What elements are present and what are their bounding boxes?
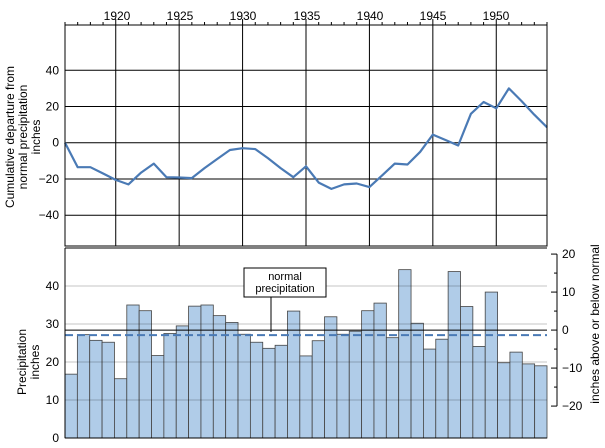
precipitation-bar bbox=[336, 333, 350, 439]
precipitation-bar bbox=[200, 304, 214, 439]
top-axis-year-label: 1930 bbox=[230, 9, 257, 23]
precipitation-bar bbox=[212, 315, 227, 439]
precipitation-bar bbox=[274, 344, 288, 439]
right-y-axis-title: inches above or below normal bbox=[588, 244, 602, 403]
precipitation-bars bbox=[64, 269, 548, 439]
right-y-tick-label: −10 bbox=[562, 361, 583, 375]
precipitation-bar bbox=[225, 322, 239, 439]
precipitation-bar bbox=[447, 271, 461, 439]
lower-y-tick-label: 40 bbox=[46, 279, 60, 293]
precipitation-bar bbox=[484, 291, 498, 439]
lower-y-axis-title-line-1: Precipitation bbox=[15, 329, 29, 395]
precipitation-bar bbox=[521, 363, 536, 439]
precipitation-bar bbox=[534, 365, 548, 439]
top-axis-year-label: 1950 bbox=[483, 9, 510, 23]
precipitation-bar bbox=[311, 340, 325, 439]
lower-y-axis-title-line-2: inches bbox=[28, 345, 42, 380]
cumulative-departure-panel: 40 20 0 −20 −40 Cumulative departure fro… bbox=[3, 24, 548, 247]
upper-panel-frame bbox=[64, 24, 548, 247]
precipitation-bar bbox=[497, 362, 511, 439]
upper-y-tick-label: 40 bbox=[46, 63, 60, 77]
lower-y-tick-label: 20 bbox=[46, 355, 60, 369]
normal-precipitation-callout: normal precipitation bbox=[243, 267, 327, 332]
top-axis-year-labels: 1920 1925 1930 1935 1940 1945 1950 bbox=[64, 9, 548, 25]
top-axis-year-label: 1920 bbox=[104, 9, 131, 23]
lower-y-tick-label: 10 bbox=[46, 393, 60, 407]
precipitation-bar bbox=[348, 330, 363, 439]
upper-y-tick-label: −20 bbox=[39, 172, 60, 186]
precipitation-bar bbox=[237, 333, 251, 439]
precipitation-bar bbox=[101, 341, 115, 439]
upper-y-tick-label: −40 bbox=[39, 208, 60, 222]
precipitation-bar bbox=[188, 305, 202, 439]
upper-y-axis-title-line-1: Cumulative departure from bbox=[3, 66, 17, 208]
right-y-tick-label: −20 bbox=[562, 399, 583, 413]
lower-y-tick-label: 0 bbox=[52, 431, 59, 445]
right-axis: 20 10 0 −10 −20 bbox=[551, 247, 583, 413]
lower-y-tick-labels: 0 10 20 30 40 bbox=[46, 279, 60, 445]
right-y-tick-label: 0 bbox=[562, 323, 569, 337]
precipitation-bar bbox=[76, 334, 91, 439]
precipitation-bar bbox=[410, 322, 424, 439]
upper-y-tick-label: 20 bbox=[46, 100, 60, 114]
upper-y-axis-title-line-2: normal precipitation bbox=[16, 85, 30, 190]
precipitation-bar bbox=[249, 341, 264, 439]
precipitation-bar bbox=[398, 269, 412, 439]
precipitation-bar bbox=[509, 351, 523, 439]
precipitation-bar bbox=[299, 355, 313, 439]
precipitation-bar bbox=[151, 355, 165, 439]
annual-precipitation-panel: 0 10 20 30 40 20 10 0 −10 −20 normal pre… bbox=[15, 244, 602, 445]
precipitation-bar bbox=[89, 339, 103, 439]
precipitation-bar bbox=[385, 337, 400, 439]
callout-box bbox=[243, 267, 327, 298]
precipitation-bar bbox=[423, 348, 437, 439]
precipitation-bar bbox=[175, 325, 189, 439]
callout-text-line-2: precipitation bbox=[255, 283, 314, 295]
right-y-tick-label: 10 bbox=[562, 285, 576, 299]
precipitation-bar bbox=[435, 338, 449, 439]
precipitation-bar bbox=[163, 333, 177, 439]
top-axis-year-label: 1935 bbox=[294, 9, 321, 23]
upper-y-axis-title-line-3: inches bbox=[29, 120, 43, 155]
upper-y-tick-labels: 40 20 0 −20 −40 bbox=[39, 63, 60, 222]
precipitation-bar bbox=[460, 306, 474, 439]
precipitation-bar bbox=[126, 304, 140, 439]
precipitation-bar bbox=[114, 378, 128, 439]
top-axis-year-label: 1940 bbox=[357, 9, 384, 23]
precipitation-bar bbox=[373, 302, 387, 439]
top-axis-year-label: 1925 bbox=[167, 9, 194, 23]
upper-grid bbox=[65, 25, 547, 246]
precipitation-bar bbox=[472, 346, 486, 439]
right-y-tick-label: 20 bbox=[562, 247, 576, 261]
lower-y-tick-label: 30 bbox=[46, 317, 60, 331]
top-axis-year-label: 1945 bbox=[420, 9, 447, 23]
callout-text-line-1: normal bbox=[268, 271, 302, 283]
upper-y-tick-label: 0 bbox=[52, 136, 59, 150]
cumulative-departure-line bbox=[64, 87, 548, 190]
precipitation-bar bbox=[64, 373, 78, 439]
